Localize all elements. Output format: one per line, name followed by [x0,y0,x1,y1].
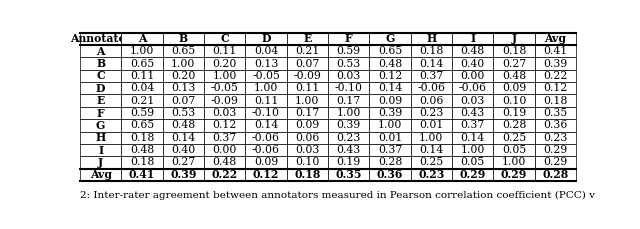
Text: 2: Inter-rater agreement between annotators measured in Pearson correlation coef: 2: Inter-rater agreement between annotat… [80,191,595,200]
